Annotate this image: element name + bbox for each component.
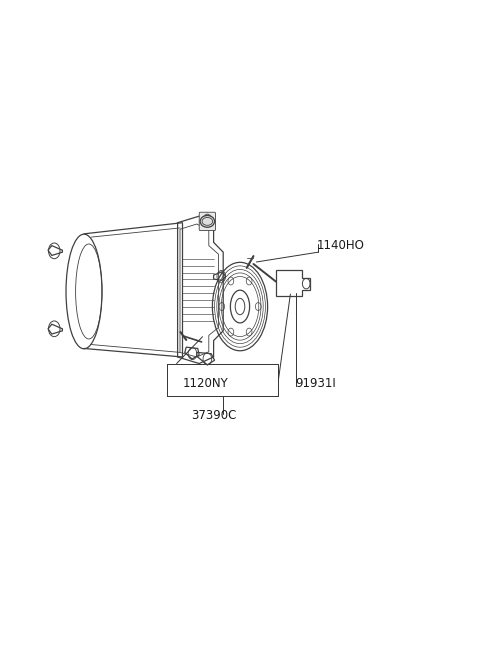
Text: 1140HO: 1140HO bbox=[317, 239, 365, 252]
Text: 37390C: 37390C bbox=[191, 409, 236, 422]
Text: 91931I: 91931I bbox=[295, 377, 336, 390]
FancyBboxPatch shape bbox=[199, 212, 216, 231]
Ellipse shape bbox=[200, 215, 215, 227]
Text: 1120NY: 1120NY bbox=[182, 377, 228, 390]
